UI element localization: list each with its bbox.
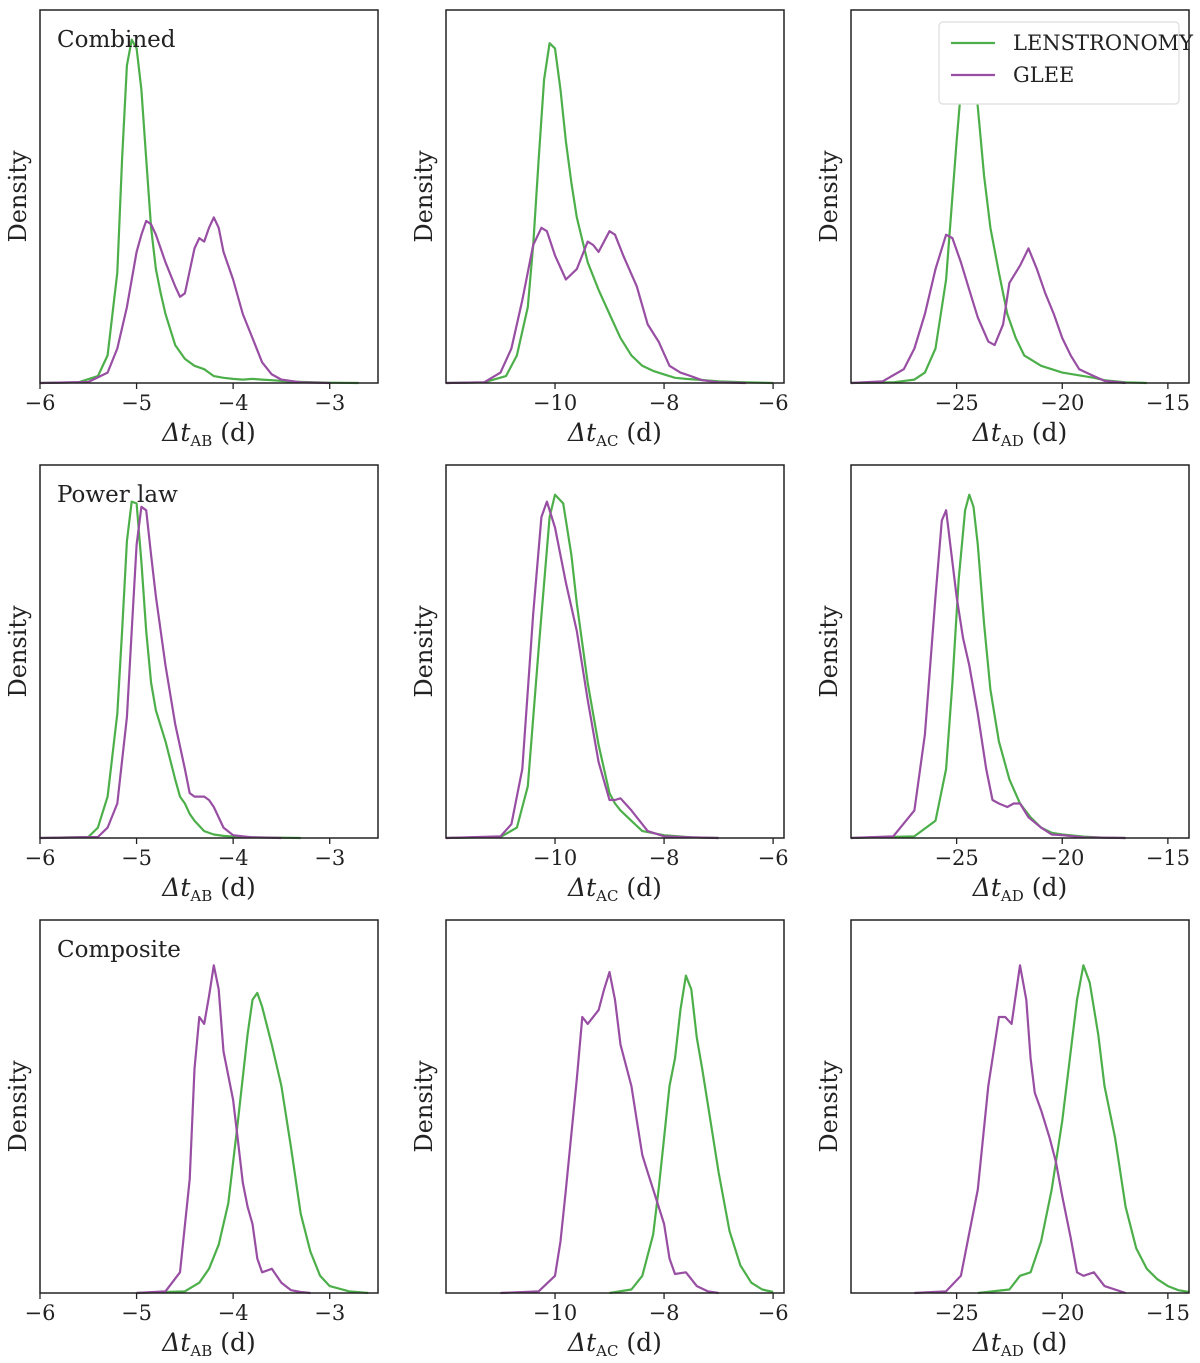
y-axis-label: Density [410, 150, 438, 243]
axes-frame [445, 9, 785, 384]
lenstronomy-curve [445, 42, 774, 385]
x-tick-label: −10 [533, 1301, 577, 1325]
axes-frame [850, 919, 1190, 1294]
x-tick-label: −25 [934, 391, 978, 415]
glee-curve [445, 226, 746, 385]
x-tick-label: −6 [25, 846, 56, 870]
y-axis-label: Density [815, 605, 843, 698]
panel-1-1: −10 −8 −6 ΔtAC (d) Density [410, 464, 789, 905]
legend: LENSTRONOMY GLEE [938, 21, 1194, 105]
x-tick-label: −8 [649, 1301, 680, 1325]
x-axis-label: ΔtAB (d) [161, 418, 255, 450]
glee-curve [136, 964, 311, 1295]
panel-label: Power law [57, 482, 178, 508]
legend-label-lenstronomy: LENSTRONOMY [1013, 31, 1194, 55]
axes-frame [850, 9, 1190, 384]
glee-curve [500, 971, 719, 1295]
x-tick-label: −6 [758, 1301, 789, 1325]
x-tick-label: −8 [649, 846, 680, 870]
legend-label-glee: GLEE [1013, 63, 1074, 87]
x-axis-label: ΔtAC (d) [567, 873, 662, 905]
lenstronomy-curve [850, 40, 1147, 385]
x-tick-label: −4 [218, 391, 249, 415]
panel-2-1: −10 −8 −6 ΔtAC (d) Density [410, 919, 789, 1360]
x-axis-label: ΔtAD (d) [972, 873, 1067, 905]
x-tick-label: −10 [533, 846, 577, 870]
x-tick-label: −4 [218, 846, 249, 870]
panel-0-2: −25 −20 −15 ΔtAD (d) Density LENSTRONOMY GLEE [815, 9, 1194, 450]
lenstronomy-curve [445, 493, 719, 840]
x-tick-label: −15 [1146, 391, 1190, 415]
lenstronomy-curve [850, 493, 1126, 840]
x-tick-label: −6 [758, 391, 789, 415]
lenstronomy-curve [977, 964, 1190, 1295]
x-tick-label: −10 [533, 391, 577, 415]
panel-1-2: −25 −20 −15 ΔtAD (d) Density [815, 464, 1190, 905]
panel-2-0: −6 −5 −4 −3 ΔtAB (d) Density Composite [4, 919, 379, 1360]
x-axis-label: ΔtAD (d) [972, 1328, 1067, 1360]
x-axis-label: ΔtAB (d) [161, 1328, 255, 1360]
panel-0-1: −10 −8 −6 ΔtAC (d) Density [410, 9, 789, 450]
y-axis-label: Density [410, 605, 438, 698]
y-axis-label: Density [815, 1060, 843, 1153]
axes-frame [445, 464, 785, 839]
y-axis-label: Density [815, 150, 843, 243]
x-tick-label: −25 [934, 1301, 978, 1325]
lenstronomy-curve [609, 974, 774, 1295]
x-tick-label: −3 [314, 846, 345, 870]
panel-2-2: −25 −20 −15 ΔtAD (d) Density [815, 919, 1190, 1360]
glee-curve [39, 216, 330, 385]
x-tick-label: −6 [25, 1301, 56, 1325]
glee-curve [39, 505, 282, 840]
x-axis-label: ΔtAC (d) [567, 418, 662, 450]
y-axis-label: Density [410, 1060, 438, 1153]
axes-frame [850, 464, 1190, 839]
x-axis-label: ΔtAD (d) [972, 418, 1067, 450]
x-tick-label: −4 [218, 1301, 249, 1325]
y-axis-label: Density [4, 150, 32, 243]
x-tick-label: −5 [121, 391, 152, 415]
x-tick-label: −6 [25, 391, 56, 415]
axes-frame [39, 9, 379, 384]
legend-box [938, 21, 1180, 105]
x-tick-label: −3 [314, 391, 345, 415]
x-tick-label: −20 [1040, 1301, 1084, 1325]
x-tick-label: −5 [121, 846, 152, 870]
x-tick-label: −6 [758, 846, 789, 870]
y-axis-label: Density [4, 605, 32, 698]
glee-curve [914, 964, 1126, 1295]
lenstronomy-curve [39, 500, 301, 840]
glee-curve [445, 500, 719, 840]
x-tick-label: −25 [934, 846, 978, 870]
axes-frame [445, 919, 785, 1294]
panel-1-0: −6 −5 −4 −3 ΔtAB (d) Density Power law [4, 464, 379, 905]
lenstronomy-curve [39, 38, 359, 385]
x-tick-label: −8 [649, 391, 680, 415]
glee-curve [850, 233, 1126, 385]
y-axis-label: Density [4, 1060, 32, 1153]
axes-frame [39, 919, 379, 1294]
axes-frame [39, 464, 379, 839]
x-axis-label: ΔtAB (d) [161, 873, 255, 905]
x-axis-label: ΔtAC (d) [567, 1328, 662, 1360]
x-tick-label: −15 [1146, 1301, 1190, 1325]
panel-0-0: −6 −5 −4 −3 ΔtAB (d) Density Combined [4, 9, 379, 450]
x-tick-label: −5 [121, 1301, 152, 1325]
lenstronomy-curve [136, 991, 369, 1295]
panel-label: Composite [57, 937, 181, 963]
panel-label: Combined [57, 27, 176, 53]
x-tick-label: −20 [1040, 391, 1084, 415]
x-tick-label: −3 [314, 1301, 345, 1325]
glee-curve [850, 509, 1126, 840]
x-tick-label: −15 [1146, 846, 1190, 870]
x-tick-label: −20 [1040, 846, 1084, 870]
